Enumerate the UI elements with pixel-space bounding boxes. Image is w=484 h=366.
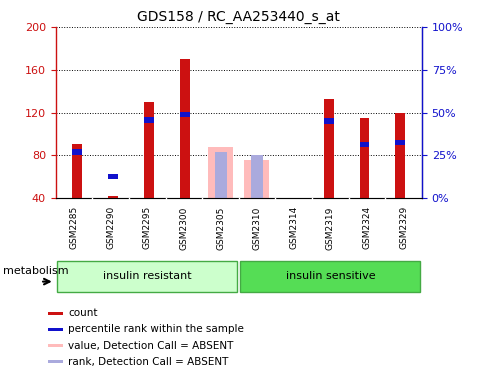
Text: GSM2300: GSM2300 — [179, 206, 188, 250]
Bar — [323, 99, 333, 198]
Bar — [214, 152, 227, 198]
Bar — [72, 145, 82, 198]
Text: metabolism: metabolism — [3, 266, 68, 276]
Text: GSM2310: GSM2310 — [252, 206, 261, 250]
Text: GSM2305: GSM2305 — [215, 206, 225, 250]
Text: GSM2290: GSM2290 — [106, 206, 115, 250]
Text: GSM2329: GSM2329 — [398, 206, 408, 250]
Bar — [48, 344, 63, 347]
Bar — [394, 112, 405, 198]
Title: GDS158 / RC_AA253440_s_at: GDS158 / RC_AA253440_s_at — [137, 10, 340, 24]
Text: value, Detection Call = ABSENT: value, Detection Call = ABSENT — [68, 340, 233, 351]
Bar — [180, 59, 190, 198]
Text: insulin sensitive: insulin sensitive — [285, 271, 375, 281]
Bar — [244, 160, 269, 198]
Bar — [57, 261, 237, 292]
Text: rank, Detection Call = ABSENT: rank, Detection Call = ABSENT — [68, 356, 228, 366]
Bar — [48, 311, 63, 315]
Bar — [180, 112, 190, 117]
Bar — [72, 149, 82, 154]
Bar — [359, 142, 369, 147]
Text: GSM2285: GSM2285 — [69, 206, 78, 250]
Bar — [208, 146, 233, 198]
Bar — [394, 140, 405, 145]
Text: percentile rank within the sample: percentile rank within the sample — [68, 325, 243, 335]
Text: GSM2295: GSM2295 — [142, 206, 151, 250]
Bar — [108, 195, 118, 198]
Bar — [48, 359, 63, 363]
Bar — [359, 118, 369, 198]
Text: GSM2324: GSM2324 — [362, 206, 371, 249]
Text: insulin resistant: insulin resistant — [103, 271, 191, 281]
Bar — [240, 261, 420, 292]
Bar — [144, 102, 154, 198]
Text: GSM2319: GSM2319 — [325, 206, 334, 250]
Bar — [108, 174, 118, 179]
Text: count: count — [68, 309, 98, 318]
Bar — [144, 117, 154, 123]
Bar — [323, 118, 333, 124]
Bar — [250, 155, 262, 198]
Bar — [48, 328, 63, 332]
Text: GSM2314: GSM2314 — [288, 206, 298, 250]
